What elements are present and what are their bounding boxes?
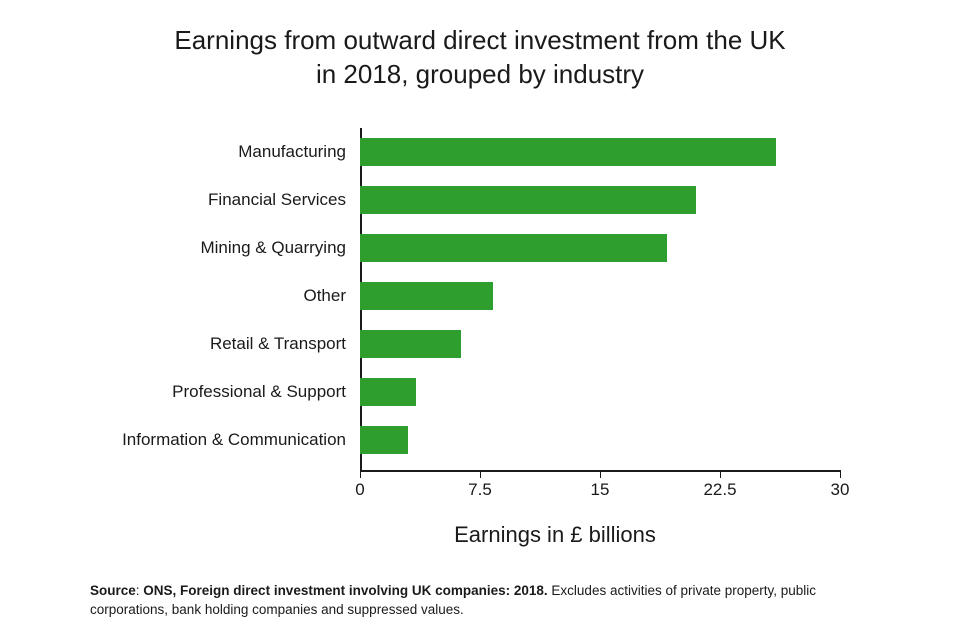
bar-row: Manufacturing bbox=[80, 132, 920, 172]
bar-row: Retail & Transport bbox=[80, 324, 920, 364]
x-axis-tick-label: 15 bbox=[591, 480, 610, 500]
x-axis-tick-label: 30 bbox=[831, 480, 850, 500]
bar bbox=[360, 234, 667, 262]
category-label: Information & Communication bbox=[80, 430, 360, 450]
chart-title: Earnings from outward direct investment … bbox=[170, 24, 790, 92]
x-axis-tick bbox=[600, 470, 601, 478]
bar-track bbox=[360, 132, 840, 172]
bar-track bbox=[360, 372, 840, 412]
bar-row: Professional & Support bbox=[80, 372, 920, 412]
category-label: Other bbox=[80, 286, 360, 306]
source-prefix: Source bbox=[90, 583, 136, 598]
category-label: Mining & Quarrying bbox=[80, 238, 360, 258]
bar bbox=[360, 426, 408, 454]
bar-track bbox=[360, 324, 840, 364]
x-axis-tick-label: 7.5 bbox=[468, 480, 492, 500]
x-axis-title: Earnings in £ billions bbox=[210, 522, 900, 548]
bar bbox=[360, 138, 776, 166]
bar bbox=[360, 282, 493, 310]
x-axis-tick-label: 0 bbox=[355, 480, 364, 500]
bar-row: Information & Communication bbox=[80, 420, 920, 460]
bar-track bbox=[360, 228, 840, 268]
bar-row: Financial Services bbox=[80, 180, 920, 220]
x-axis-tick bbox=[360, 470, 361, 478]
bar-track bbox=[360, 180, 840, 220]
category-label: Manufacturing bbox=[80, 142, 360, 162]
chart-plot-area: Manufacturing Financial Services Mining & … bbox=[80, 128, 920, 485]
bar bbox=[360, 330, 461, 358]
source-footnote: Source: ONS, Foreign direct investment i… bbox=[60, 582, 900, 620]
bar-row: Mining & Quarrying bbox=[80, 228, 920, 268]
source-citation: ONS, Foreign direct investment involving… bbox=[143, 583, 547, 598]
bar-track bbox=[360, 420, 840, 460]
bar bbox=[360, 186, 696, 214]
bar-track bbox=[360, 276, 840, 316]
x-axis-tick-label: 22.5 bbox=[703, 480, 736, 500]
category-label: Financial Services bbox=[80, 190, 360, 210]
bar-row: Other bbox=[80, 276, 920, 316]
category-label: Retail & Transport bbox=[80, 334, 360, 354]
x-axis-tick bbox=[840, 470, 841, 478]
x-axis-tick bbox=[720, 470, 721, 478]
bar bbox=[360, 378, 416, 406]
x-axis-tick bbox=[480, 470, 481, 478]
category-label: Professional & Support bbox=[80, 382, 360, 402]
